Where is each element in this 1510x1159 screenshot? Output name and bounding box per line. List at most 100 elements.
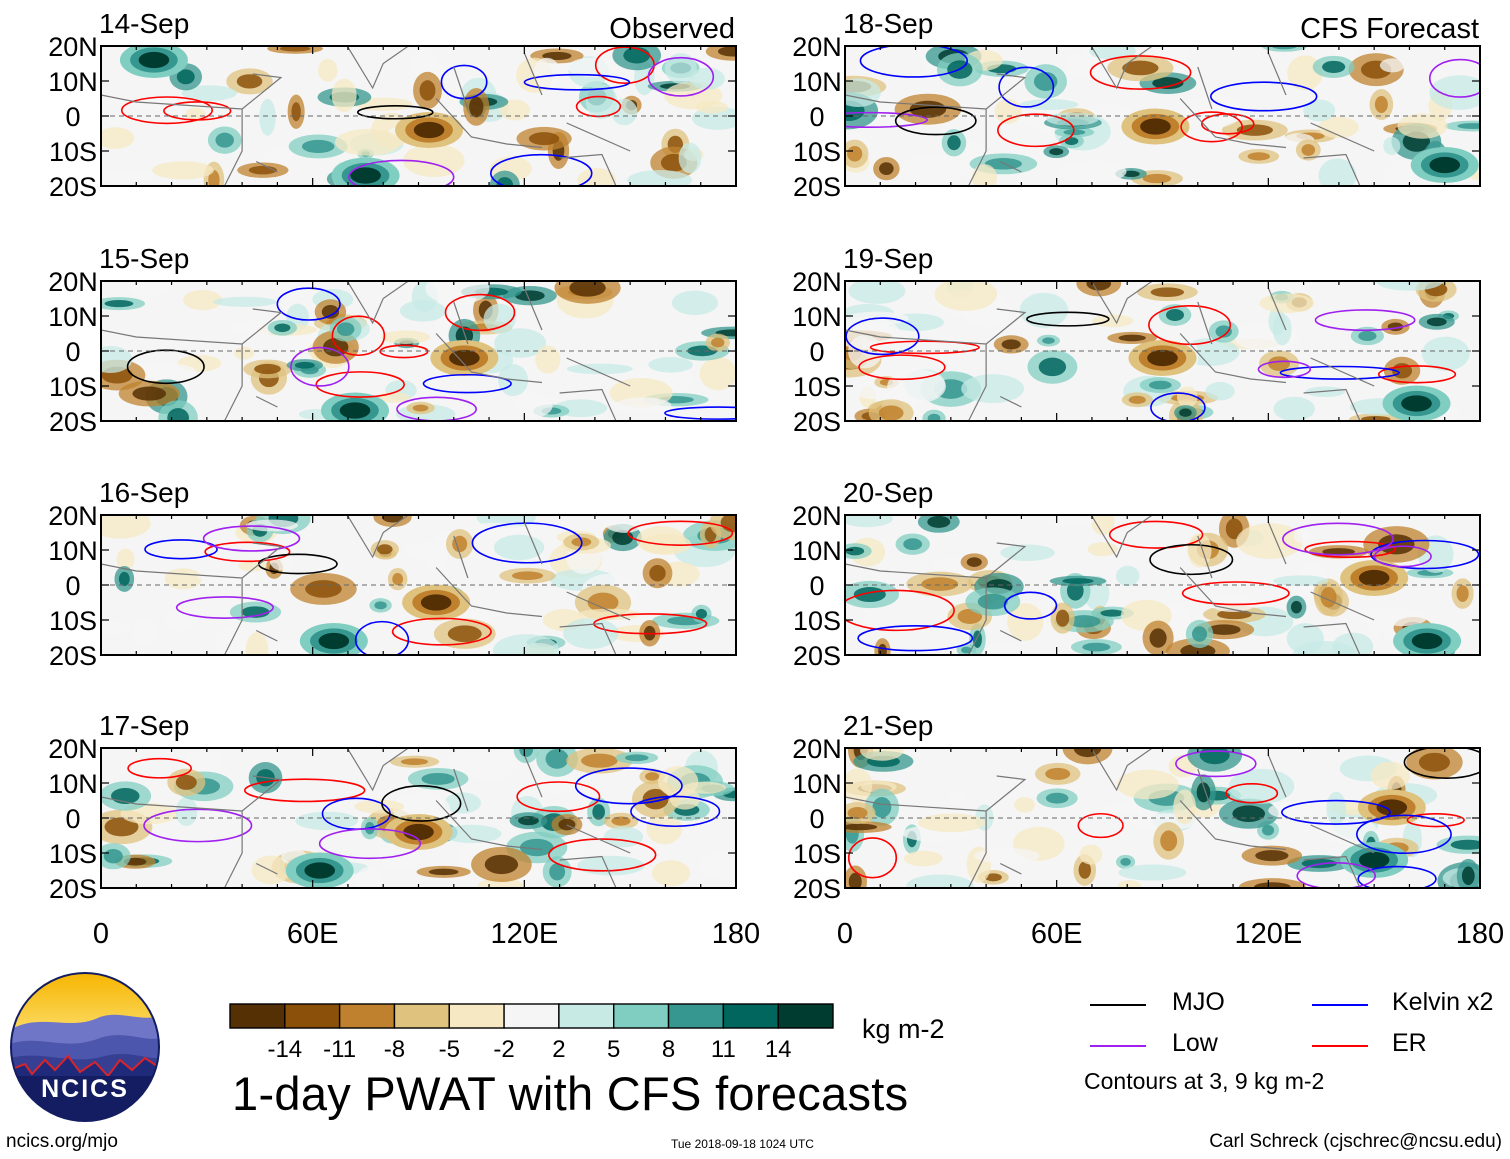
anomaly-cell bbox=[514, 392, 553, 418]
anomaly-core bbox=[519, 748, 534, 757]
anomaly-cell bbox=[1386, 159, 1416, 186]
anomaly-cell bbox=[259, 98, 276, 136]
x-tick-label: 60E bbox=[1031, 918, 1083, 950]
anomaly-core bbox=[382, 515, 404, 523]
wave-contour bbox=[516, 781, 601, 813]
wave-contour bbox=[144, 539, 218, 560]
wave-contour bbox=[120, 96, 213, 125]
anomaly-cell bbox=[1087, 542, 1118, 557]
anomaly-core bbox=[711, 337, 725, 348]
wave-contour bbox=[1279, 365, 1400, 380]
anomaly-cell bbox=[848, 281, 906, 304]
y-tick-label: 20S bbox=[793, 874, 841, 904]
anomaly-core bbox=[848, 872, 862, 888]
wave-contour bbox=[859, 46, 968, 78]
wave-contour bbox=[1175, 750, 1257, 778]
wave-contour bbox=[356, 105, 434, 120]
anomaly-core bbox=[279, 46, 311, 52]
anomaly-cell bbox=[378, 844, 421, 870]
wave-contour bbox=[1403, 748, 1480, 779]
anomaly-core bbox=[1450, 839, 1480, 850]
y-tick-label: 10S bbox=[793, 839, 841, 869]
anomaly-core bbox=[569, 281, 606, 297]
anomaly-cell bbox=[1079, 844, 1103, 865]
anomaly-cell bbox=[678, 142, 702, 174]
wave-contour bbox=[1180, 111, 1243, 143]
y-tick-label: 10N bbox=[48, 302, 98, 332]
panel-19-Sep: 20N 10N 0 10S 20S 19-Sep bbox=[792, 243, 1481, 437]
wave-contour bbox=[1356, 814, 1452, 855]
anomaly-cell bbox=[164, 568, 202, 590]
legend-label-kelvin: Kelvin x2 bbox=[1392, 988, 1494, 1016]
panel-date: 19-Sep bbox=[843, 243, 933, 274]
anomaly-core bbox=[847, 806, 868, 819]
colorbar-swatch bbox=[722, 1003, 779, 1029]
anomaly-core bbox=[1067, 615, 1101, 628]
anomaly-strong bbox=[1401, 395, 1432, 412]
anomaly-cell bbox=[335, 128, 402, 156]
anomaly-cell bbox=[101, 171, 156, 184]
anomaly-core bbox=[518, 816, 539, 826]
anomaly-core bbox=[1320, 586, 1337, 608]
y-tick-label: 10S bbox=[49, 372, 97, 402]
wave-contour bbox=[422, 373, 512, 394]
y-tick-label: 20N bbox=[48, 734, 98, 764]
anomaly-core bbox=[412, 404, 429, 412]
anomaly-field bbox=[845, 748, 1480, 888]
anomaly-core bbox=[542, 51, 572, 61]
anomaly-cell bbox=[900, 154, 966, 185]
anomaly-cell bbox=[1046, 112, 1099, 126]
anomaly-cell bbox=[1116, 565, 1140, 587]
anomaly-core bbox=[305, 580, 342, 598]
coastline bbox=[101, 46, 631, 186]
y-tick-label: 20N bbox=[48, 32, 98, 62]
coastline bbox=[845, 46, 1375, 186]
anomaly-core bbox=[1049, 148, 1064, 156]
anomaly-cell bbox=[1379, 58, 1405, 73]
anomaly-core bbox=[587, 592, 619, 613]
anomaly-strong bbox=[138, 51, 170, 69]
anomaly-core bbox=[104, 300, 134, 308]
anomaly-field bbox=[101, 281, 736, 421]
anomaly-core bbox=[1374, 96, 1388, 113]
contour-note: Contours at 3, 9 kg m-2 bbox=[1084, 1068, 1325, 1094]
anomaly-core bbox=[419, 80, 436, 101]
anomaly-core bbox=[1100, 609, 1125, 617]
wave-contour bbox=[1108, 520, 1204, 549]
anomaly-strong bbox=[1358, 569, 1390, 587]
anomaly-core bbox=[720, 515, 736, 533]
anomaly-cell bbox=[103, 114, 121, 125]
wave-contour bbox=[276, 287, 341, 321]
y-tick-label: 20N bbox=[792, 267, 842, 297]
anomaly-cell bbox=[1118, 864, 1187, 881]
y-tick-label: 10S bbox=[793, 372, 841, 402]
anomaly-field bbox=[101, 46, 736, 186]
anomaly-cell bbox=[1085, 103, 1133, 118]
footer-site-link[interactable]: ncics.org/mjo bbox=[6, 1131, 118, 1152]
legend-label-er: ER bbox=[1392, 1029, 1427, 1057]
anomaly-core bbox=[649, 564, 666, 582]
anomaly-core bbox=[1255, 850, 1289, 862]
anomaly-cell bbox=[213, 296, 277, 307]
wave-contour bbox=[143, 808, 253, 843]
anomaly-core bbox=[294, 361, 315, 369]
legend-line-er bbox=[1312, 1045, 1368, 1047]
anomaly-cell bbox=[318, 58, 338, 82]
anomaly-cell bbox=[1187, 532, 1212, 568]
colorbar-swatch bbox=[667, 1003, 725, 1029]
anomaly-core bbox=[1120, 858, 1131, 866]
anomaly-cell bbox=[1173, 789, 1196, 825]
anomaly-core bbox=[847, 145, 863, 162]
anomaly-core bbox=[1207, 624, 1241, 635]
anomaly-cell bbox=[651, 860, 691, 887]
anomaly-cell bbox=[671, 290, 719, 316]
anomaly-cell bbox=[1044, 515, 1094, 527]
anomaly-cell bbox=[138, 363, 196, 380]
wave-contour bbox=[1077, 812, 1124, 839]
anomaly-core bbox=[966, 557, 982, 567]
wave-contour bbox=[471, 522, 583, 564]
anomaly-cell bbox=[1059, 161, 1127, 183]
wave-contour bbox=[1200, 113, 1255, 135]
wave-contour bbox=[202, 525, 301, 552]
anomaly-cell bbox=[1286, 623, 1324, 654]
